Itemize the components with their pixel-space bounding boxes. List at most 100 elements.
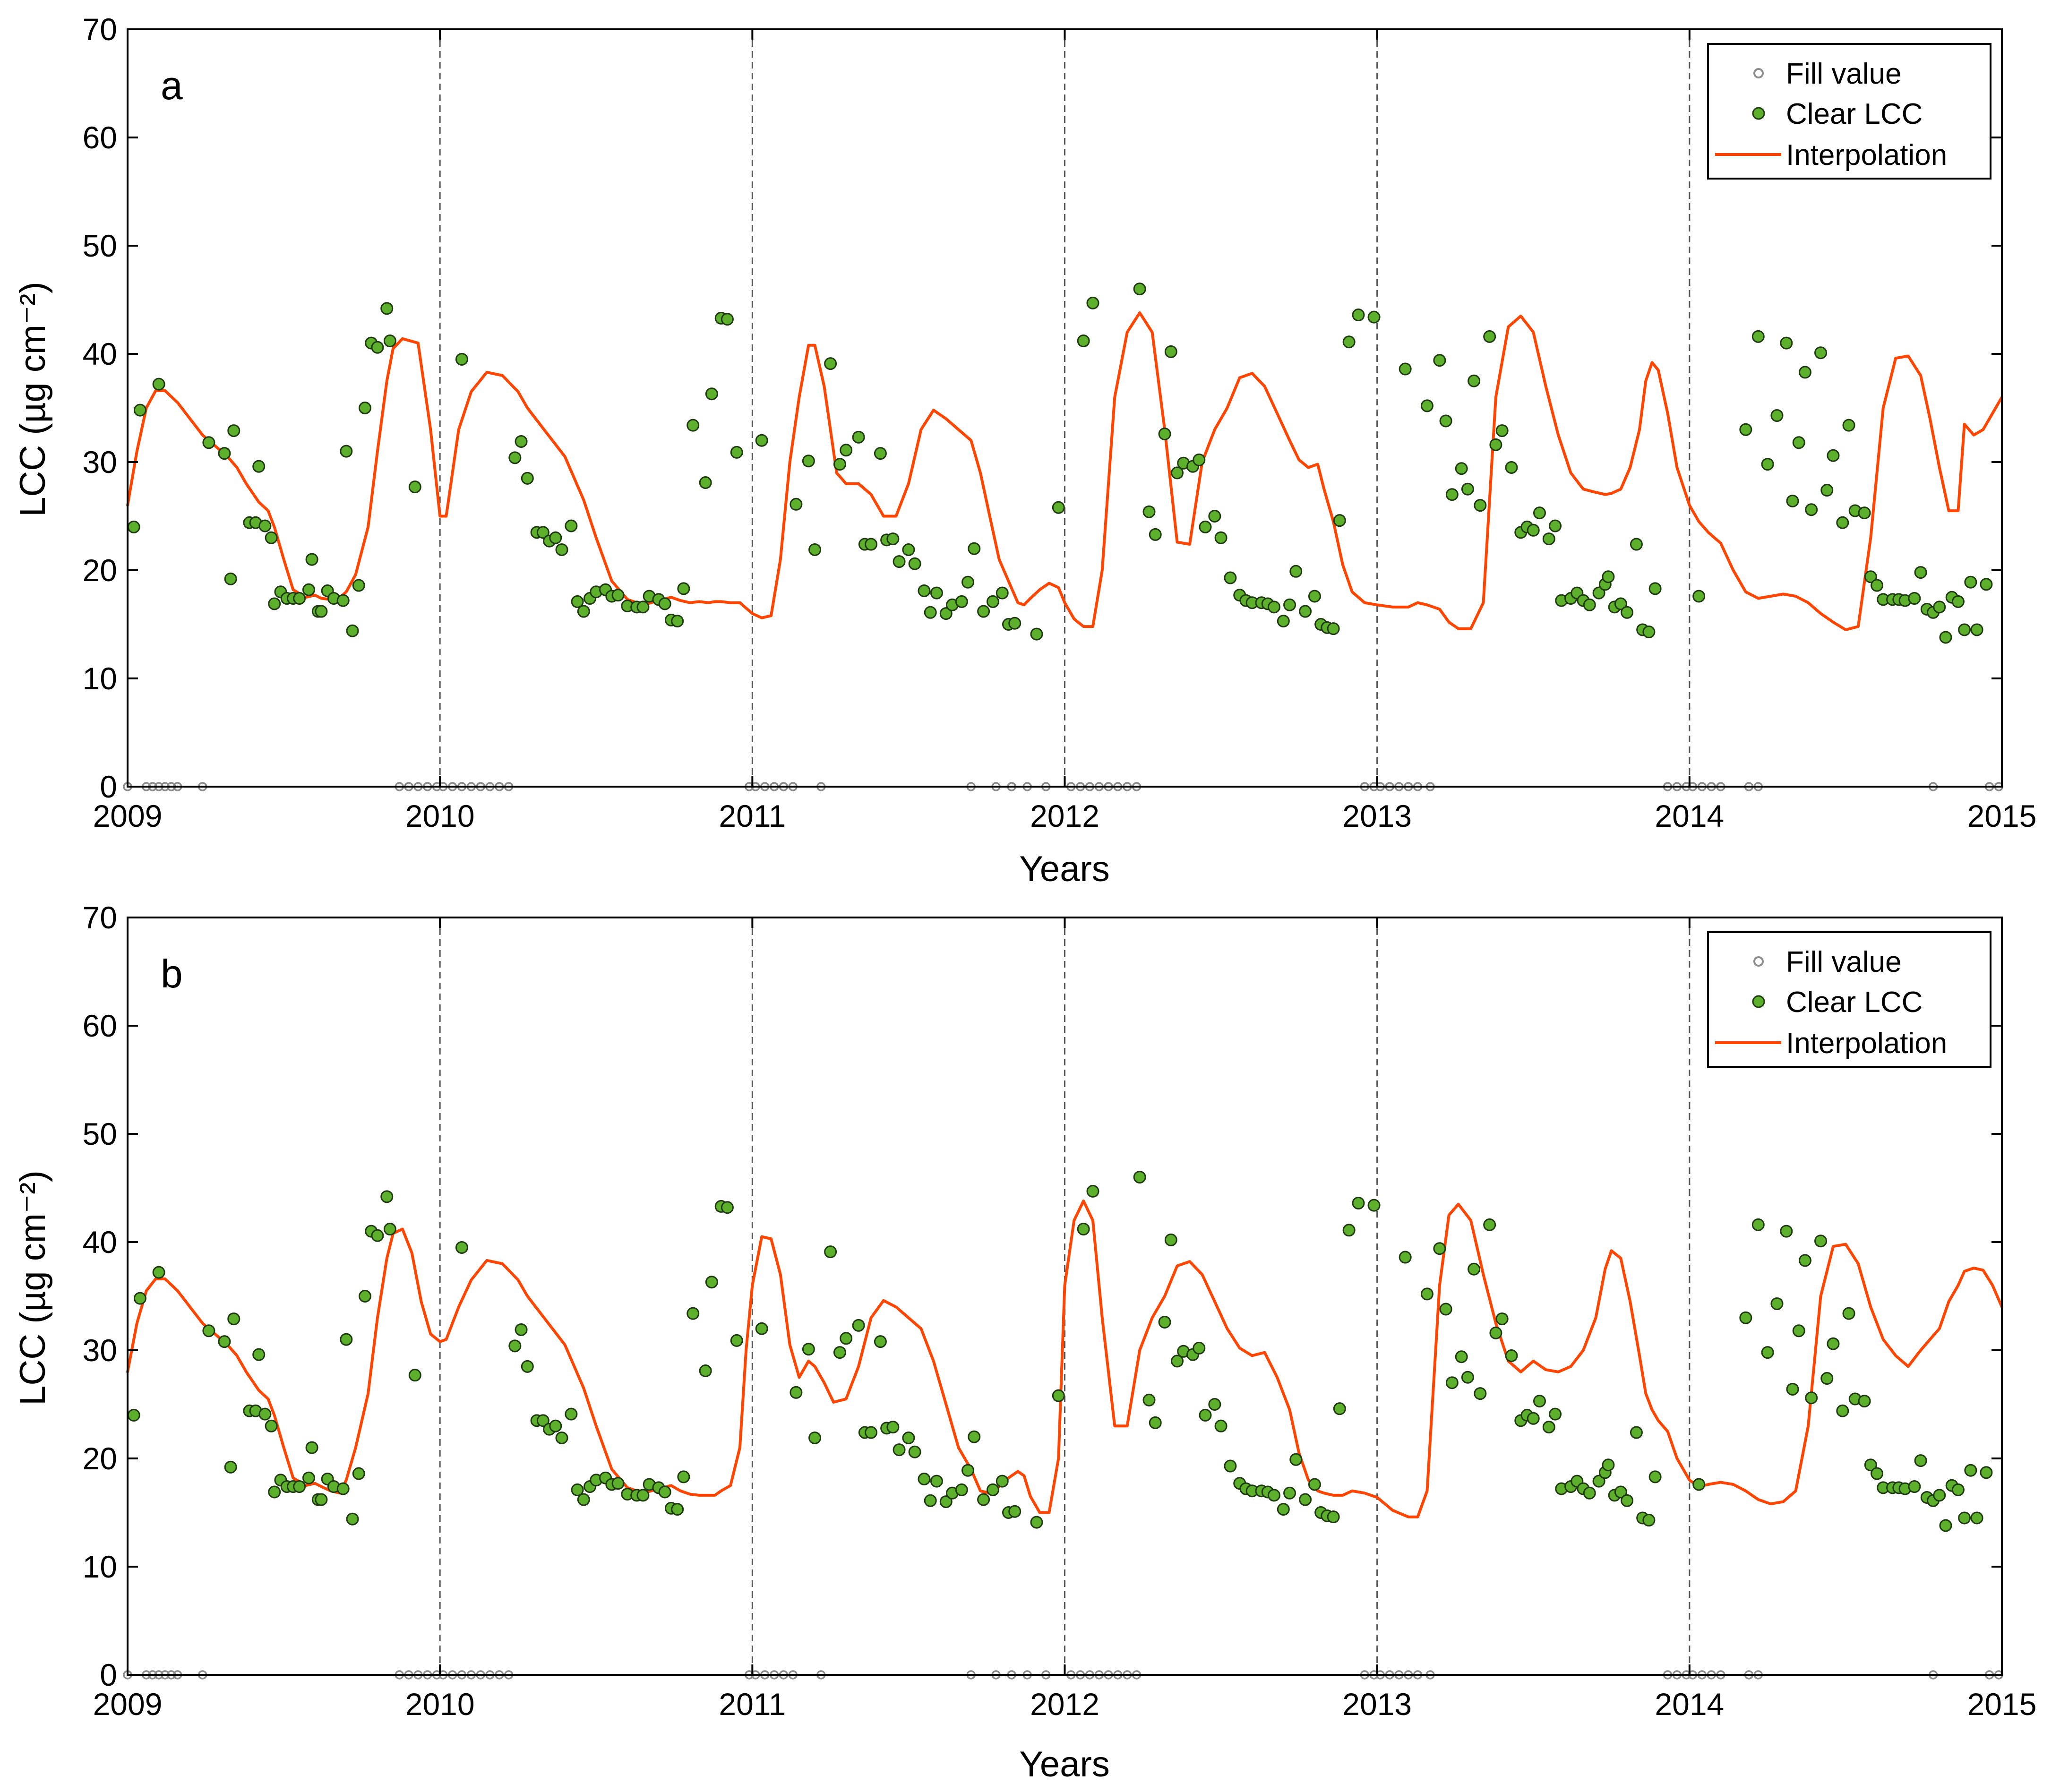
panel-b-xtick-label: 2014: [1655, 1687, 1724, 1722]
panel-a-interpolation-line: [126, 311, 2003, 631]
panel-b-clear-lcc-point: [1342, 1224, 1356, 1237]
panel-b-clear-lcc-point: [315, 1493, 328, 1506]
panel-a-ytick-label: 30: [83, 445, 117, 480]
panel-b-clear-lcc-point: [1533, 1395, 1546, 1408]
panel-a-clear-lcc-point: [1621, 606, 1634, 619]
panel-b-xtick-label: 2010: [405, 1687, 475, 1722]
panel-a-clear-lcc-point: [1461, 482, 1474, 496]
panel-b-clear-lcc-point: [1871, 1467, 1884, 1480]
panel-a-clear-lcc-point: [1505, 461, 1518, 474]
panel-a-clear-lcc-point: [202, 436, 215, 449]
panel-a-clear-lcc-point: [521, 472, 534, 485]
panel-b-clear-lcc-point: [383, 1223, 396, 1236]
panel-a-clear-lcc-point: [874, 447, 887, 460]
panel-a-legend-clear-label: Clear LCC: [1786, 98, 1923, 130]
panel-b-clear-lcc-point: [930, 1475, 943, 1488]
panel-a-clear-lcc-point: [1327, 622, 1340, 635]
panel-b-clear-lcc-point: [224, 1460, 237, 1474]
panel-a-clear-lcc-point: [1086, 296, 1099, 309]
panel-a-clear-lcc-point: [808, 543, 822, 556]
panel-b-clear-lcc-point: [1171, 1355, 1184, 1368]
panel-a-clear-lcc-point: [1692, 590, 1706, 603]
panel-b-clear-lcc-point: [352, 1467, 365, 1480]
panel-b-clear-lcc-point: [1327, 1510, 1340, 1524]
panel-a-clear-lcc-point: [1445, 488, 1459, 501]
panel-b-clear-lcc-point: [1077, 1223, 1090, 1236]
panel-a-clear-lcc-point: [565, 519, 578, 532]
panel-a-clear-lcc-point: [1308, 590, 1321, 603]
panel-b-legend-clear-marker: [1752, 995, 1765, 1008]
panel-b-clear-lcc-point: [508, 1339, 522, 1353]
panel-a-clear-lcc-point: [315, 605, 328, 618]
panel-a-clear-lcc-point: [1864, 570, 1877, 583]
panel-a-ytick-label: 0: [100, 769, 117, 804]
panel-b-clear-lcc-point: [265, 1419, 278, 1432]
panel-a-clear-lcc-point: [455, 352, 468, 366]
panel-a-clear-lcc-point: [802, 454, 815, 468]
panel-b-ytick-label: 10: [83, 1549, 117, 1584]
panel-a-clear-lcc-point: [1951, 595, 1965, 608]
panel-a-xtick-label: 2014: [1655, 798, 1724, 833]
panel-b-clear-lcc-point: [1474, 1387, 1487, 1400]
panel-b-clear-lcc-point: [1505, 1349, 1518, 1362]
panel-a-clear-lcc-point: [1267, 600, 1280, 614]
panel-a-clear-lcc-point: [1208, 510, 1221, 523]
panel-b-clear-lcc-point: [268, 1485, 281, 1499]
panel-b-clear-lcc-point: [1367, 1199, 1381, 1212]
panel-b-xtick-label: 2012: [1030, 1687, 1099, 1722]
panel-b-clear-lcc-point: [961, 1464, 975, 1477]
panel-b-clear-lcc-point: [1614, 1485, 1627, 1499]
panel-a-ytick-label: 60: [83, 120, 117, 155]
panel-b-clear-lcc-point: [1008, 1505, 1021, 1518]
panel-b-clear-lcc-point: [305, 1441, 318, 1454]
panel-a-clear-lcc-point: [258, 519, 272, 532]
panel-a-clear-lcc-point: [1933, 600, 1946, 614]
panel-a-clear-lcc-point: [346, 624, 359, 637]
panel-b-clear-lcc-point: [1142, 1393, 1156, 1406]
panel-a-clear-lcc-point: [611, 589, 625, 602]
panel-a-clear-lcc-point: [268, 597, 281, 610]
panel-b-clear-lcc-point: [1277, 1503, 1290, 1516]
panel-a-clear-lcc-point: [1798, 366, 1811, 379]
panel-a-plot-area: 0 10 20 30 40 50 60 70 2009 2010 2011 2012 2013 2014 2…: [83, 12, 2037, 833]
panel-a-xtick-label: 2012: [1030, 798, 1099, 833]
panel-a-clear-lcc-point: [1439, 414, 1452, 428]
panel-b-clear-lcc-point: [1692, 1478, 1706, 1491]
panel-a-xtick-label: 2009: [93, 798, 163, 833]
panel-a-clear-lcc-point: [721, 313, 734, 326]
panel-a-clear-lcc-point: [677, 582, 690, 595]
panel-a-legend: Fill value Clear LCC Interpolation: [1707, 43, 1991, 180]
panel-a-clear-lcc-point: [1842, 419, 1855, 432]
panel-b-clear-lcc-point: [705, 1276, 718, 1289]
panel-b-clear-lcc-point: [1164, 1233, 1177, 1246]
panel-a-ytick-label: 40: [83, 336, 117, 371]
panel-a-xtick-label: 2011: [719, 798, 786, 833]
panel-b-clear-lcc-point: [636, 1489, 650, 1502]
panel-b-clear-lcc-point: [1420, 1287, 1433, 1301]
panel-a-clear-lcc-point: [977, 605, 990, 618]
panel-b-clear-lcc-point: [577, 1493, 590, 1506]
panel-b-ytick-label: 70: [83, 900, 117, 935]
panel-b-clear-lcc-point: [658, 1485, 671, 1499]
panel-b-clear-lcc-point: [1549, 1407, 1562, 1421]
panel-b-clear-lcc-point: [133, 1292, 146, 1305]
panel-b-xtick-label: 2015: [1967, 1687, 2037, 1722]
panel-a-clear-lcc-point: [687, 419, 700, 432]
panel-a-clear-lcc-point: [1433, 354, 1446, 367]
panel-b-xlabel: Years: [1019, 1744, 1110, 1784]
panel-a-clear-lcc-point: [1352, 309, 1365, 322]
panel-a-clear-lcc-point: [1420, 399, 1433, 412]
panel-a-clear-lcc-point: [1592, 586, 1605, 600]
panel-b-clear-lcc-point: [1583, 1486, 1596, 1500]
panel-a-clear-lcc-point: [1224, 571, 1237, 584]
panel-a: 0 10 20 30 40 50 60 70 2009 2010 2011 2012 2013 2014 2…: [13, 12, 2036, 889]
panel-b-clear-lcc-point: [1468, 1262, 1481, 1276]
panel-a-clear-lcc-point: [1468, 374, 1481, 387]
panel-b-clear-lcc-point: [1739, 1311, 1752, 1324]
panel-b-clear-lcc-point: [1827, 1337, 1840, 1350]
panel-a-clear-lcc-point: [833, 458, 846, 471]
panel-a-clear-lcc-point: [1980, 578, 1993, 591]
panel-b-clear-lcc-point: [1542, 1421, 1555, 1434]
panel-b-clear-lcc-point: [1939, 1519, 1952, 1532]
panel-a-clear-lcc-point: [224, 572, 237, 585]
